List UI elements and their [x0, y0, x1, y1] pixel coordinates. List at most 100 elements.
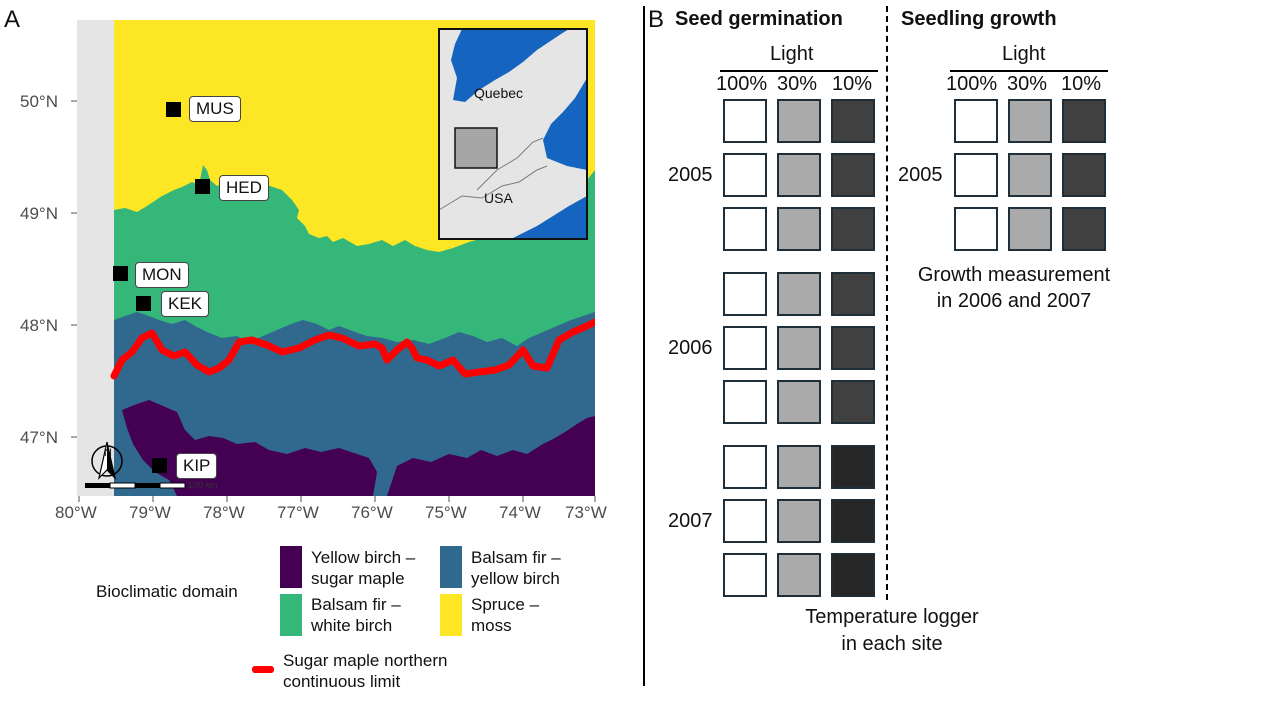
plot-square-30 — [777, 553, 821, 597]
plot-square-100 — [723, 499, 767, 543]
plot-square-30 — [777, 445, 821, 489]
site-marker-mon — [113, 266, 128, 281]
lon-tick-label: 74°W — [499, 503, 541, 522]
panel-a-letter: A — [4, 6, 21, 33]
legend-item-sugar-maple-limit: Sugar maple northern continuous limit — [283, 651, 448, 691]
plot-square-10 — [831, 272, 875, 316]
north-label: N — [104, 447, 112, 459]
lat-tick-label: 47°N — [20, 428, 58, 447]
inset-quebec-label: Quebec — [474, 85, 524, 101]
plot-square-10 — [1062, 153, 1106, 197]
plot-square-100 — [723, 380, 767, 424]
lon-tick-label: 76°W — [351, 503, 393, 522]
scale-label: 100 km — [188, 480, 218, 490]
lat-tick-label: 50°N — [20, 92, 58, 111]
germination-year-2006: 2006 — [668, 337, 713, 359]
growth-title: Seedling growth — [901, 8, 1057, 30]
legend-swatch-balsam-fir-white-birch — [280, 594, 302, 636]
lon-tick-label: 78°W — [203, 503, 245, 522]
legend-limit-swatch — [252, 666, 274, 673]
growth-year-2005: 2005 — [898, 164, 943, 186]
plot-square-10 — [1062, 207, 1106, 251]
site-marker-kip — [152, 458, 167, 473]
germination-light-10: 10% — [832, 73, 873, 95]
site-marker-mus — [166, 102, 181, 117]
bioclimatic-map — [77, 20, 595, 496]
inset-usa-label: USA — [484, 190, 513, 206]
plot-square-10 — [831, 326, 875, 370]
legend-item-spruce-moss: Spruce – moss — [471, 595, 540, 635]
growth-light-30: 30% — [1007, 73, 1048, 95]
legend-item-balsam-fir-white-birch: Balsam fir – white birch — [311, 595, 401, 635]
plot-square-30 — [1008, 99, 1052, 143]
plot-square-30 — [777, 272, 821, 316]
legend-item-yellow-birch-sugar-maple: Yellow birch – sugar maple — [311, 548, 416, 588]
plot-square-100 — [723, 99, 767, 143]
growth-note: Growth measurement in 2006 and 2007 — [917, 264, 1111, 312]
plot-square-30 — [777, 380, 821, 424]
legend-item-balsam-fir-yellow-birch: Balsam fir – yellow birch — [471, 548, 561, 588]
plot-square-10 — [831, 153, 875, 197]
plot-square-10 — [1062, 99, 1106, 143]
germination-light-rule — [720, 70, 878, 72]
plot-square-30 — [777, 99, 821, 143]
plot-square-30 — [777, 207, 821, 251]
germination-title: Seed germination — [675, 8, 843, 30]
panel-divider — [643, 6, 645, 686]
legend-swatch-spruce-moss — [440, 594, 462, 636]
plot-square-10 — [831, 207, 875, 251]
legend-swatch-yellow-birch-sugar-maple — [280, 546, 302, 588]
plot-square-100 — [723, 207, 767, 251]
sugar-maple-limit-line — [110, 318, 595, 380]
section-dashed-divider — [886, 6, 888, 600]
panel-b-letter: B — [648, 6, 665, 33]
site-label-mus: MUS — [189, 96, 241, 122]
lat-tick-label: 49°N — [20, 204, 58, 223]
lon-tick-label: 75°W — [425, 503, 467, 522]
lat-tick-label: 48°N — [20, 316, 58, 335]
plot-square-10 — [831, 445, 875, 489]
growth-light-rule — [950, 70, 1108, 72]
growth-light-100: 100% — [946, 73, 998, 95]
plot-square-10 — [831, 553, 875, 597]
site-marker-kek — [136, 296, 151, 311]
lon-tick-label: 79°W — [129, 503, 171, 522]
plot-square-30 — [1008, 153, 1052, 197]
plot-square-100 — [954, 99, 998, 143]
plot-square-100 — [723, 153, 767, 197]
plot-square-100 — [723, 272, 767, 316]
lon-tick-label: 77°W — [277, 503, 319, 522]
scale-bar — [85, 482, 186, 489]
site-marker-hed — [195, 179, 210, 194]
germination-light-label: Light — [770, 43, 814, 65]
site-label-kip: KIP — [176, 453, 218, 479]
plot-square-10 — [831, 499, 875, 543]
germination-light-100: 100% — [716, 73, 768, 95]
axis-ticks — [71, 100, 596, 502]
plot-square-100 — [723, 445, 767, 489]
site-label-hed: HED — [219, 175, 269, 201]
north-arrow-icon — [91, 441, 123, 480]
legend-swatch-balsam-fir-yellow-birch — [440, 546, 462, 588]
germination-year-2007: 2007 — [668, 510, 713, 532]
lon-tick-label: 80°W — [55, 503, 97, 522]
growth-light-10: 10% — [1061, 73, 1102, 95]
plot-square-30 — [777, 326, 821, 370]
germination-light-30: 30% — [777, 73, 818, 95]
inset-map — [438, 28, 588, 240]
plot-square-10 — [831, 380, 875, 424]
plot-square-30 — [777, 153, 821, 197]
site-label-mon: MON — [135, 262, 189, 288]
yellow-birch-sugar-maple-zone — [122, 400, 595, 496]
temperature-logger-note: Temperature logger in each site — [805, 606, 979, 655]
plot-square-100 — [954, 207, 998, 251]
plot-square-10 — [831, 99, 875, 143]
plot-square-30 — [1008, 207, 1052, 251]
site-label-kek: KEK — [161, 291, 210, 317]
plot-square-100 — [723, 326, 767, 370]
plot-square-30 — [777, 499, 821, 543]
lon-tick-label: 73°W — [565, 503, 607, 522]
inset-study-area — [454, 127, 498, 169]
plot-square-100 — [954, 153, 998, 197]
plot-square-100 — [723, 553, 767, 597]
